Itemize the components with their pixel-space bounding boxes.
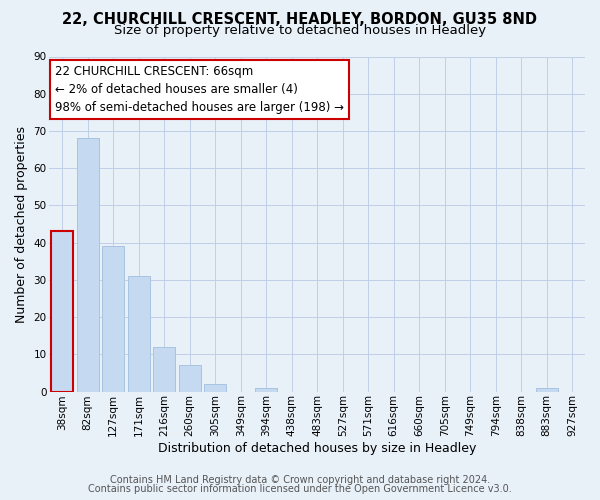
Bar — [179, 366, 200, 392]
Text: Size of property relative to detached houses in Headley: Size of property relative to detached ho… — [114, 24, 486, 37]
Bar — [52, 232, 73, 392]
Bar — [536, 388, 557, 392]
Bar — [77, 138, 98, 392]
Bar — [154, 347, 175, 392]
Text: Contains public sector information licensed under the Open Government Licence v3: Contains public sector information licen… — [88, 484, 512, 494]
Text: Contains HM Land Registry data © Crown copyright and database right 2024.: Contains HM Land Registry data © Crown c… — [110, 475, 490, 485]
Bar — [256, 388, 277, 392]
Bar — [205, 384, 226, 392]
X-axis label: Distribution of detached houses by size in Headley: Distribution of detached houses by size … — [158, 442, 476, 455]
Y-axis label: Number of detached properties: Number of detached properties — [15, 126, 28, 322]
Bar — [128, 276, 149, 392]
Bar — [103, 246, 124, 392]
Text: 22 CHURCHILL CRESCENT: 66sqm
← 2% of detached houses are smaller (4)
98% of semi: 22 CHURCHILL CRESCENT: 66sqm ← 2% of det… — [55, 65, 344, 114]
Text: 22, CHURCHILL CRESCENT, HEADLEY, BORDON, GU35 8ND: 22, CHURCHILL CRESCENT, HEADLEY, BORDON,… — [62, 12, 538, 28]
